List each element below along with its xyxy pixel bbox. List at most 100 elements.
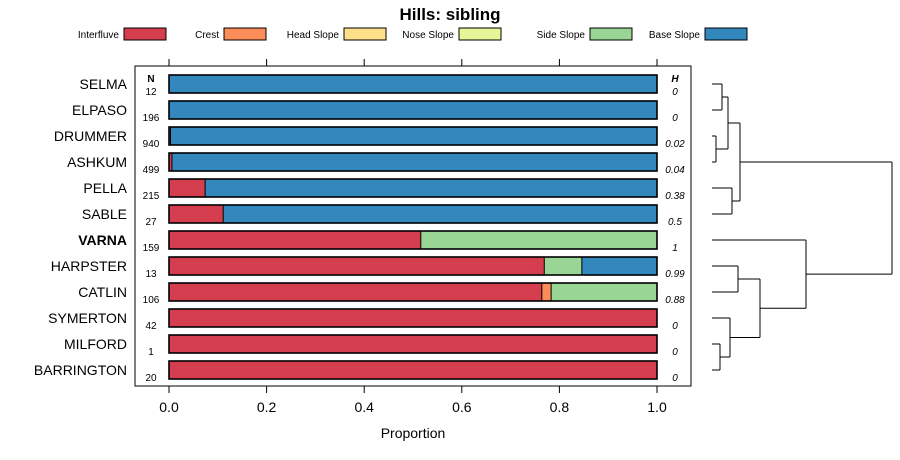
h-column-header: H: [671, 74, 679, 85]
legend-swatch-interfluve: [123, 27, 167, 41]
bar-segment-drummer-base-slope: [170, 127, 658, 145]
plot-frame: [134, 65, 692, 387]
bar-segment-varna-interfluve: [169, 231, 421, 249]
soil-label-harpster: HARPSTER: [51, 258, 127, 274]
x-tick-label-0: 0.0: [159, 399, 179, 415]
legend-swatch-nose-slope: [458, 27, 502, 41]
bar-segment-varna-side-slope: [420, 231, 657, 249]
soil-label-symerton: SYMERTON: [48, 310, 127, 326]
n-label-elpaso: 196: [143, 113, 160, 124]
legend-swatch-base-slope: [704, 27, 748, 41]
bar-segment-selma-base-slope: [169, 75, 657, 93]
bar-segment-sable-base-slope: [223, 205, 657, 223]
row-sable: SABLE 27 0.5: [82, 204, 682, 228]
bar-segment-ashkum-interfluve: [169, 153, 172, 171]
bar-segment-ashkum-base-slope: [171, 153, 658, 171]
row-barrington: BARRINGTON 20 0: [34, 360, 678, 384]
soil-label-varna: VARNA: [78, 232, 127, 248]
x-tick-label-4: 0.8: [550, 399, 570, 415]
h-label-selma: 0: [672, 87, 678, 98]
legend-swatch-head-slope: [343, 27, 387, 41]
h-label-symerton: 0: [672, 321, 678, 332]
bar-outline-pella: [168, 178, 658, 198]
bar-segment-harpster-base-slope: [581, 257, 657, 275]
legend-label-interfluve: Interfluve: [78, 30, 120, 41]
x-axis: 0.0 0.2 0.4 0.6 0.8 1.0: [159, 386, 667, 415]
bar-segment-milford-interfluve: [169, 335, 657, 353]
soil-label-elpaso: ELPASO: [72, 102, 127, 118]
n-label-varna: 159: [143, 243, 160, 254]
soil-label-drummer: DRUMMER: [54, 128, 127, 144]
soil-label-pella: PELLA: [83, 180, 127, 196]
h-label-pella: 0.38: [665, 191, 685, 202]
row-harpster: HARPSTER 13 0.99: [51, 256, 685, 280]
bar-segment-pella-base-slope: [205, 179, 657, 197]
bar-segment-pella-interfluve: [169, 179, 206, 197]
row-varna: VARNA 159 1: [78, 230, 678, 254]
h-label-elpaso: 0: [672, 113, 678, 124]
legend-label-crest: Crest: [195, 30, 219, 41]
h-label-ashkum: 0.04: [665, 165, 685, 176]
h-label-sable: 0.5: [668, 217, 682, 228]
bar-outline-drummer: [168, 126, 658, 146]
soil-label-sable: SABLE: [82, 206, 127, 222]
h-label-drummer: 0.02: [665, 139, 685, 150]
soil-label-ashkum: ASHKUM: [67, 154, 127, 170]
bar-segment-harpster-side-slope: [544, 257, 582, 275]
row-selma: SELMA 12 0: [80, 74, 678, 98]
h-label-catlin: 0.88: [665, 295, 685, 306]
legend-swatch-side-slope: [589, 27, 633, 41]
x-tick-label-3: 0.6: [452, 399, 472, 415]
row-catlin: CATLIN 106 0.88: [78, 282, 685, 306]
h-label-milford: 0: [672, 347, 678, 358]
bar-outline-symerton: [168, 308, 658, 328]
x-tick-label-1: 0.2: [257, 399, 277, 415]
h-label-varna: 1: [672, 243, 678, 254]
legend-label-side-slope: Side Slope: [537, 30, 586, 41]
row-symerton: SYMERTON 42 0: [48, 308, 678, 332]
n-label-symerton: 42: [145, 321, 157, 332]
bar-segment-catlin-interfluve: [169, 283, 542, 301]
x-axis-title: Proportion: [381, 425, 446, 441]
n-label-sable: 27: [145, 217, 157, 228]
legend-label-head-slope: Head Slope: [287, 30, 340, 41]
soil-label-milford: MILFORD: [64, 336, 127, 352]
n-label-selma: 12: [145, 87, 157, 98]
n-label-barrington: 20: [145, 373, 157, 384]
bar-segment-elpaso-base-slope: [169, 101, 657, 119]
bar-segment-harpster-interfluve: [169, 257, 545, 275]
n-label-catlin: 106: [143, 295, 160, 306]
bar-segment-catlin-crest: [541, 283, 552, 301]
legend: Interfluve Crest Head Slope Nose Slope Side …: [78, 27, 748, 41]
row-pella: PELLA 215 0.38: [83, 178, 685, 202]
soil-label-selma: SELMA: [80, 76, 128, 92]
n-column-header: N: [147, 74, 154, 85]
row-ashkum: ASHKUM 499 0.04: [67, 152, 685, 176]
bar-outline-barrington: [168, 360, 658, 380]
soil-label-catlin: CATLIN: [78, 284, 127, 300]
top-axis-ticks: [168, 59, 658, 66]
bar-outline-sable: [168, 204, 658, 224]
h-label-barrington: 0: [672, 373, 678, 384]
soil-label-barrington: BARRINGTON: [34, 362, 127, 378]
bar-segment-sable-interfluve: [169, 205, 224, 223]
h-label-harpster: 0.99: [665, 269, 685, 280]
n-label-pella: 215: [143, 191, 160, 202]
dendrogram: [712, 83, 893, 371]
legend-swatch-crest: [223, 27, 267, 41]
bar-outline-harpster: [168, 256, 658, 276]
bar-segment-barrington-interfluve: [169, 361, 657, 379]
n-label-harpster: 13: [145, 269, 157, 280]
n-label-drummer: 940: [143, 139, 160, 150]
bar-outline-selma: [168, 74, 658, 94]
legend-label-nose-slope: Nose Slope: [402, 30, 454, 41]
row-elpaso: ELPASO 196 0: [72, 100, 678, 124]
bar-outline-milford: [168, 334, 658, 354]
bar-segment-catlin-side-slope: [551, 283, 657, 301]
row-drummer: DRUMMER 940 0.02: [54, 126, 685, 150]
n-label-ashkum: 499: [143, 165, 160, 176]
bar-segment-symerton-interfluve: [169, 309, 657, 327]
x-tick-label-5: 1.0: [647, 399, 667, 415]
